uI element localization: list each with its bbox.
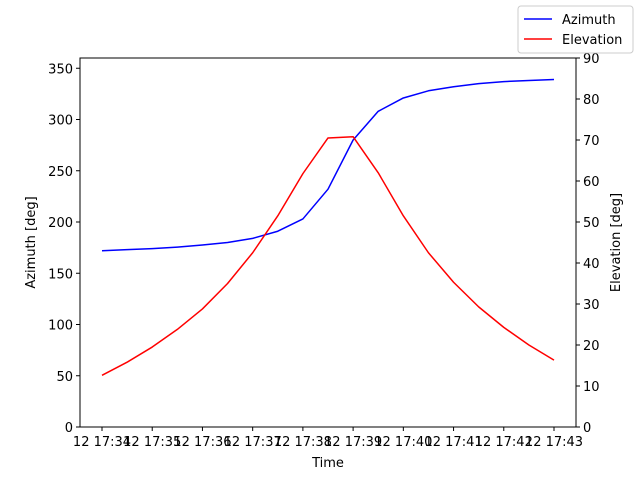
- y-right-tick-label: 70: [583, 134, 600, 149]
- y-right-tick-label: 20: [583, 339, 600, 354]
- y-right-tick-label: 10: [583, 380, 600, 395]
- y-left-tick-label: 0: [65, 421, 73, 436]
- series-line-elevation: [101, 135, 555, 377]
- y-left-tick-label: 350: [48, 62, 73, 77]
- y-right-tick-label: 90: [583, 52, 600, 67]
- y-right-axis-label: Elevation [deg]: [609, 193, 624, 292]
- x-tick-label: 12 17:38: [274, 435, 332, 450]
- x-tick-label: 12 17:36: [173, 435, 231, 450]
- legend-label-elevation: Elevation: [562, 33, 622, 48]
- y-right-tick-label: 0: [583, 421, 591, 436]
- x-tick-label: 12 17:37: [224, 435, 282, 450]
- legend-label-azimuth: Azimuth: [562, 13, 616, 28]
- y-right-axis-ticks: 0 10 20 30 40 50 60 70 80 90: [576, 52, 600, 436]
- x-axis-label: Time: [311, 456, 344, 471]
- plot-frame: [79, 57, 577, 428]
- legend-box: [517, 5, 634, 54]
- y-left-tick-label: 250: [48, 165, 73, 180]
- y-right-tick-label: 50: [583, 216, 600, 231]
- x-tick-label: 12 17:42: [475, 435, 533, 450]
- legend: Azimuth Elevation: [517, 5, 634, 54]
- y-right-tick-label: 60: [583, 175, 600, 190]
- y-left-tick-label: 50: [56, 370, 73, 385]
- x-tick-label: 12 17:39: [324, 435, 382, 450]
- y-left-axis-ticks: 0 50 100 150 200 250 300 350: [48, 62, 80, 436]
- x-tick-label: 12 17:40: [374, 435, 432, 450]
- y-right-tick-label: 40: [583, 257, 600, 272]
- y-left-axis-label: Azimuth [deg]: [24, 196, 39, 288]
- x-tick-label: 12 17:41: [424, 435, 482, 450]
- x-tick-label: 12 17:35: [123, 435, 181, 450]
- y-right-tick-label: 30: [583, 298, 600, 313]
- x-tick-label: 12 17:43: [525, 435, 583, 450]
- y-right-tick-label: 80: [583, 93, 600, 108]
- series-lines: [101, 78, 555, 377]
- y-left-tick-label: 300: [48, 114, 73, 129]
- series-line-azimuth: [101, 78, 555, 252]
- y-left-tick-label: 100: [48, 319, 73, 334]
- x-tick-label: 12 17:34: [73, 435, 131, 450]
- y-left-tick-label: 150: [48, 267, 73, 282]
- y-left-tick-label: 200: [48, 216, 73, 231]
